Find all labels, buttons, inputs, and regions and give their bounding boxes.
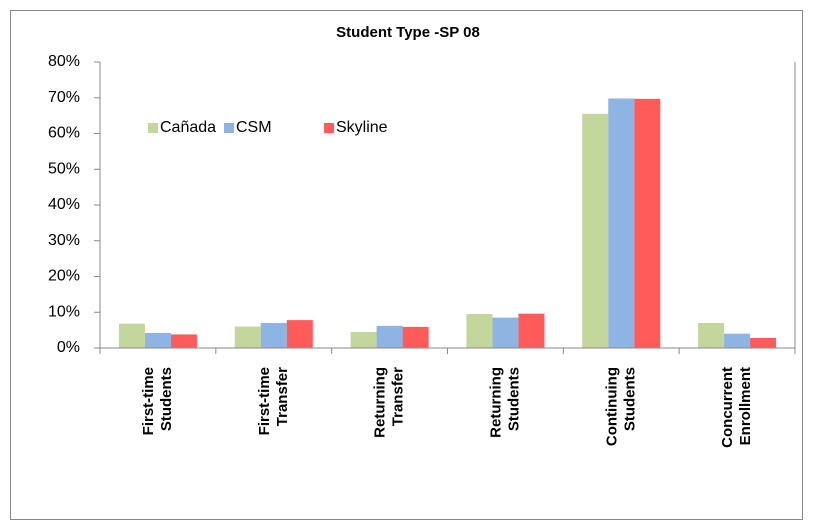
x-tick-label: ReturningTransfer	[372, 367, 407, 438]
chart-border	[10, 10, 803, 520]
legend-label: Skyline	[336, 119, 388, 136]
x-tick-label: First-timeStudents	[140, 367, 175, 435]
bar	[376, 325, 403, 348]
bar	[608, 98, 635, 348]
legend-swatch	[324, 123, 334, 133]
bar	[350, 331, 377, 348]
y-tick-label: 50%	[48, 160, 80, 177]
x-tick-label: ConcurrentEnrollment	[719, 367, 754, 448]
bar	[518, 313, 545, 348]
bar	[170, 334, 197, 348]
y-tick-label: 0%	[57, 339, 80, 356]
x-tick-label: ContinuingStudents	[603, 367, 638, 446]
legend-swatch	[148, 123, 158, 133]
bar	[286, 320, 313, 348]
legend-box	[138, 113, 453, 143]
bar	[750, 337, 777, 348]
bar	[402, 326, 429, 348]
y-tick-label: 80%	[48, 53, 80, 70]
chart-title: Student Type -SP 08	[336, 24, 480, 41]
bar	[260, 322, 287, 348]
bar	[466, 314, 493, 348]
bar	[492, 317, 519, 348]
x-tick-label: ReturningStudents	[487, 367, 522, 438]
y-tick-label: 30%	[48, 232, 80, 249]
bar	[118, 323, 145, 348]
bar	[698, 322, 725, 348]
y-tick-label: 60%	[48, 125, 80, 142]
legend-swatch	[224, 123, 234, 133]
bar	[634, 98, 661, 348]
bar	[724, 333, 751, 348]
bar	[234, 326, 261, 348]
legend-label: CSM	[236, 119, 272, 136]
y-tick-label: 10%	[48, 303, 80, 320]
y-tick-label: 20%	[48, 268, 80, 285]
bar	[582, 113, 609, 349]
y-tick-label: 70%	[48, 89, 80, 106]
x-tick-label: First-timeTransfer	[256, 367, 291, 435]
y-tick-label: 40%	[48, 196, 80, 213]
bar	[144, 332, 171, 348]
legend-label: Cañada	[160, 119, 216, 136]
